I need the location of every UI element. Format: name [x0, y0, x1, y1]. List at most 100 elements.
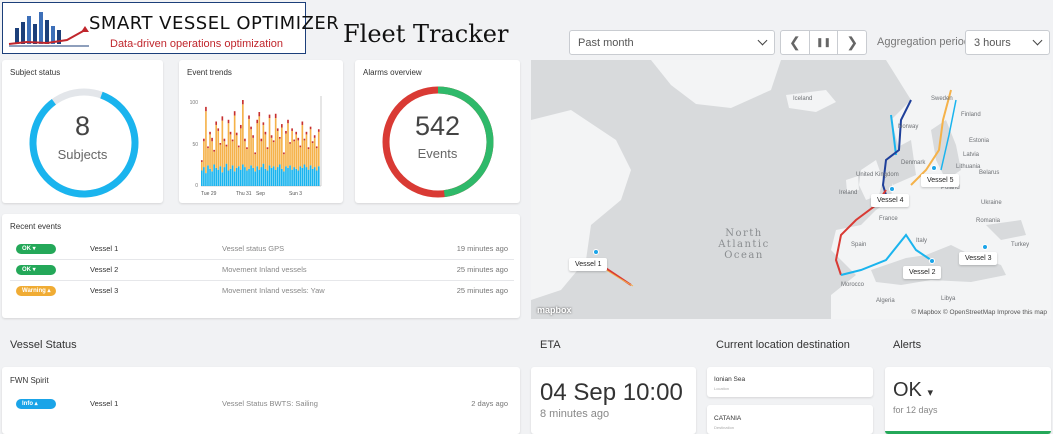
trend-bar-orange [231, 141, 234, 166]
trend-bar-red [233, 111, 236, 116]
alarms-overview-card[interactable]: Alarms overview 542 Events [355, 60, 520, 203]
trend-bar-orange [283, 154, 285, 172]
logo: SMART VESSEL OPTIMIZER Data-driven opera… [2, 2, 339, 54]
trend-bar-red [274, 113, 277, 119]
land-iceland [786, 90, 836, 112]
event-subject: Vessel 3 [90, 286, 119, 295]
country-label: Algeria [876, 298, 895, 304]
vessel-marker[interactable] [982, 244, 988, 250]
trend-bar-blue [313, 167, 316, 186]
map-attribution[interactable]: © Mapbox © OpenStreetMap Improve this ma… [911, 309, 1047, 316]
trend-bar-orange [217, 130, 220, 170]
trend-bar-blue [315, 170, 318, 186]
country-label: France [879, 216, 898, 222]
page-title: Fleet Tracker [343, 20, 509, 48]
trend-bar-orange [305, 134, 308, 168]
trend-bar-orange [272, 142, 275, 167]
previous-button[interactable]: ❮ [781, 31, 810, 54]
trend-bar-blue [281, 168, 283, 186]
event-time: 19 minutes ago [456, 244, 508, 253]
country-label: Iceland [793, 96, 813, 102]
fleet-map[interactable]: North Atlantic Ocean Iceland Norway Swed… [531, 60, 1051, 319]
eta-card: 04 Sep 10:00 8 minutes ago [531, 367, 696, 434]
trend-bar-orange [307, 149, 310, 170]
trend-bar-red [313, 135, 316, 138]
event-time: 2 days ago [471, 399, 508, 408]
trend-bar-red [237, 145, 240, 148]
location-name: Ionian Sea [714, 376, 746, 383]
table-row[interactable]: Warning ▴ Vessel 3 Movement Inland vesse… [10, 281, 514, 302]
country-label: Belarus [979, 170, 1000, 176]
trend-bar-orange [301, 124, 304, 168]
vessel-marker[interactable] [931, 165, 937, 171]
trend-bar-blue [213, 164, 215, 186]
status-badge[interactable]: Warning ▴ [16, 286, 56, 296]
route-line [840, 233, 932, 276]
trend-bar-orange [315, 148, 318, 171]
table-row[interactable]: OK ▾ Vessel 2 Movement Inland vessels 25… [10, 260, 514, 281]
table-row[interactable]: OK ▾ Vessel 1 Vessel status GPS 19 minut… [10, 239, 514, 260]
trend-bar-red [229, 131, 232, 135]
logo-subtitle: Data-driven operations optimization [110, 38, 284, 50]
trend-bar-red [307, 147, 310, 150]
event-trends-card[interactable]: Event trends 100 50 0 Tue 29 Thu 31 Sep … [179, 60, 343, 203]
country-label: Estonia [969, 138, 990, 144]
route-line [881, 99, 912, 196]
vessel-label[interactable]: Vessel 3 [959, 252, 998, 265]
location-title: Current location destination [716, 339, 850, 351]
trend-bar-blue [256, 166, 259, 186]
trend-bar-orange [211, 141, 213, 172]
trend-bar-orange [311, 143, 314, 169]
trend-bar-blue [270, 167, 273, 186]
status-badge[interactable]: OK ▾ [16, 244, 56, 254]
trend-bar-red [315, 146, 318, 149]
event-type: Vessel status GPS [222, 244, 285, 253]
vessel-marker[interactable] [593, 249, 599, 255]
trend-bar-red [311, 141, 314, 143]
vessel-status-title: Vessel Status [10, 339, 77, 351]
trend-bar-red [299, 145, 302, 148]
event-time: 25 minutes ago [456, 286, 508, 295]
alerts-value[interactable]: OK ▾ [893, 379, 933, 401]
country-label: Spain [851, 242, 867, 248]
subject-status-card[interactable]: Subject status 8 Subjects [2, 60, 163, 203]
status-badge[interactable]: Info ▴ [16, 399, 56, 409]
destination-hint: Destination [714, 425, 735, 430]
trend-bar-red [268, 114, 271, 119]
status-badge[interactable]: OK ▾ [16, 265, 56, 275]
trend-bar-blue [266, 170, 269, 186]
time-range-select[interactable]: Past month [569, 30, 775, 55]
event-type: Movement Inland vessels [222, 265, 307, 274]
aggregation-select[interactable]: 3 hours [965, 30, 1050, 55]
trend-bar-red [201, 160, 203, 162]
next-button[interactable]: ❯ [838, 31, 866, 54]
trend-bar-red [213, 149, 215, 152]
table-row[interactable]: Info ▴ Vessel 1 Vessel Status BWTS: Sail… [10, 394, 514, 415]
destination-name: CATANIA [714, 415, 742, 422]
trend-bar-red [246, 147, 248, 150]
vessel-marker[interactable] [889, 186, 895, 192]
y-tick-label: 0 [195, 183, 198, 189]
trend-bar-red [215, 121, 218, 125]
country-label: United Kingdom [856, 172, 899, 178]
trend-bar-blue [260, 167, 263, 186]
trend-bar-red [283, 152, 285, 155]
trend-bar-blue [254, 171, 256, 186]
vessel-label[interactable]: Vessel 2 [903, 266, 942, 279]
alarms-label: Events [417, 146, 458, 161]
vessel-label[interactable]: Vessel 1 [569, 258, 608, 271]
trend-bar-red [211, 137, 213, 142]
playback-controls: ❮ ❚❚ ❯ [780, 30, 867, 55]
aggregation-value: 3 hours [974, 36, 1011, 49]
land-greenland [651, 60, 781, 108]
logo-graphic [8, 12, 89, 47]
vessel-marker[interactable] [929, 258, 935, 264]
pause-button[interactable]: ❚❚ [810, 31, 839, 54]
alerts-card[interactable]: OK ▾ for 12 days [885, 367, 1051, 434]
country-label: Turkey [1011, 242, 1030, 248]
mapbox-logo[interactable]: mapbox [537, 305, 572, 315]
land-uk [859, 160, 883, 200]
vessel-label[interactable]: Vessel 4 [871, 194, 910, 207]
vessel-label[interactable]: Vessel 5 [921, 174, 960, 187]
trend-bar-red [252, 135, 254, 138]
